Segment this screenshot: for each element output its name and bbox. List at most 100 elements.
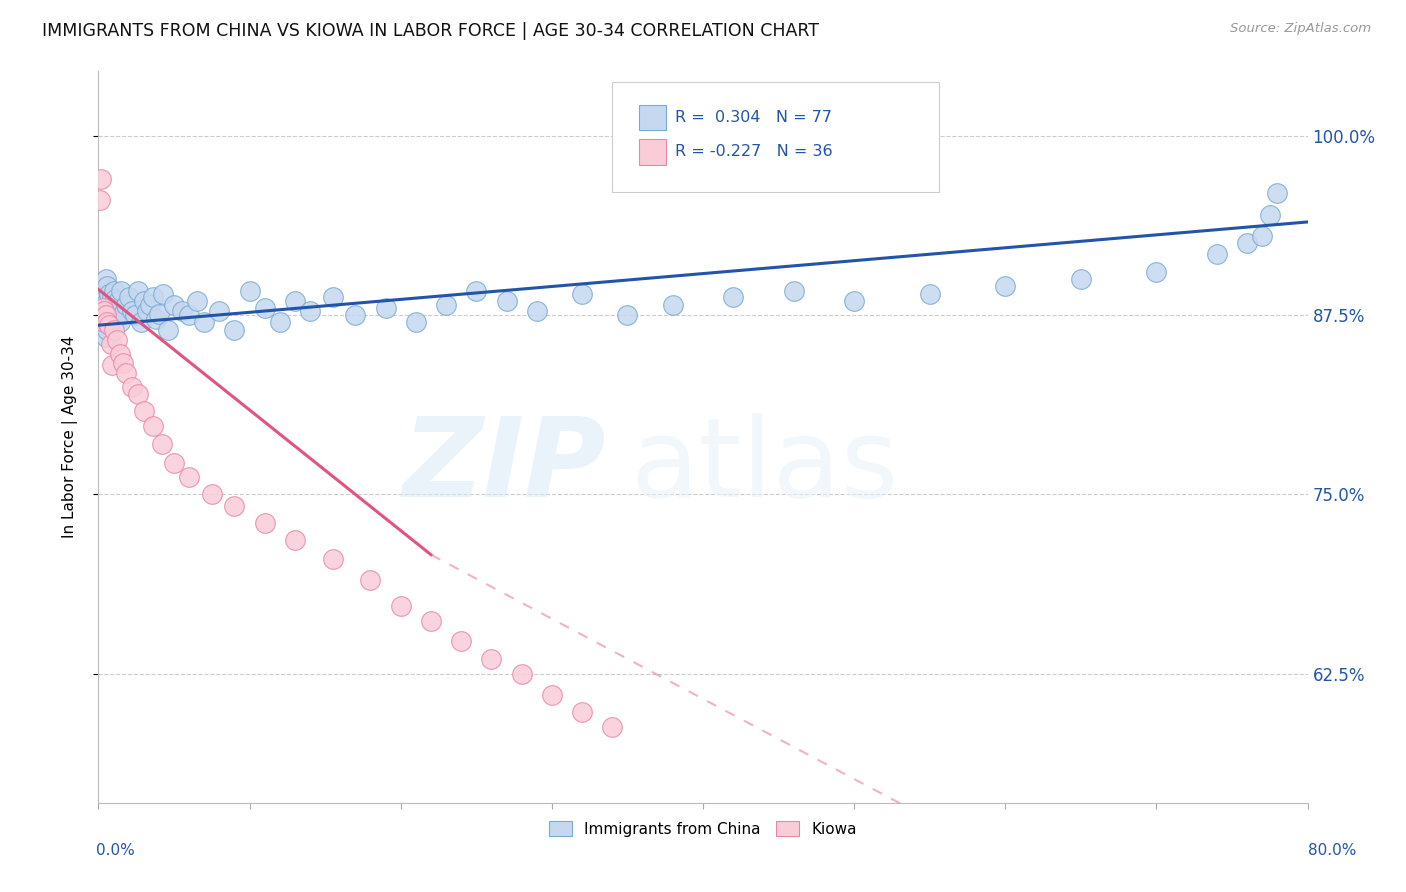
FancyBboxPatch shape — [613, 82, 939, 192]
Point — [844, 293, 866, 308]
Point — [132, 404, 155, 418]
Point — [114, 366, 136, 380]
Point — [96, 315, 118, 329]
Point — [103, 284, 125, 298]
Text: atlas: atlas — [630, 413, 898, 520]
Point — [101, 289, 124, 303]
Point — [1251, 229, 1274, 244]
Point — [124, 308, 146, 322]
Point — [104, 293, 127, 307]
Point — [170, 304, 193, 318]
Point — [107, 293, 129, 308]
Point — [100, 298, 122, 312]
Point — [104, 304, 127, 318]
Point — [93, 298, 115, 312]
Point — [179, 470, 201, 484]
Point — [121, 304, 143, 318]
Point — [127, 387, 149, 401]
Point — [96, 322, 118, 336]
Point — [94, 272, 117, 286]
Point — [103, 322, 125, 336]
Point — [108, 347, 131, 361]
Point — [121, 380, 143, 394]
Point — [526, 304, 548, 318]
Text: 0.0%: 0.0% — [96, 843, 135, 858]
Point — [100, 336, 122, 351]
Point — [405, 315, 427, 329]
Point — [322, 552, 344, 566]
FancyBboxPatch shape — [638, 139, 665, 165]
Point — [322, 289, 344, 303]
Point — [142, 418, 165, 433]
Point — [253, 516, 276, 530]
Point — [571, 286, 593, 301]
Point — [783, 284, 806, 298]
Point — [1236, 236, 1258, 251]
Point — [163, 456, 186, 470]
Point — [89, 301, 111, 315]
Point — [253, 301, 276, 315]
Point — [145, 312, 167, 326]
Point — [193, 315, 215, 329]
Point — [111, 355, 134, 369]
Point — [103, 312, 125, 326]
Point — [616, 308, 638, 322]
Point — [96, 279, 118, 293]
Point — [1070, 272, 1092, 286]
Point — [299, 304, 322, 318]
Point — [434, 298, 457, 312]
Point — [94, 308, 117, 322]
Point — [139, 298, 162, 312]
Point — [201, 487, 224, 501]
Text: 80.0%: 80.0% — [1309, 843, 1357, 858]
Point — [152, 286, 174, 301]
Point — [269, 315, 291, 329]
Point — [91, 301, 114, 315]
Point — [510, 666, 533, 681]
Point — [89, 194, 111, 208]
Point — [389, 599, 412, 614]
Point — [481, 652, 503, 666]
Point — [96, 301, 118, 315]
Text: ZIP: ZIP — [402, 413, 606, 520]
Point — [163, 298, 186, 312]
Point — [344, 308, 367, 322]
Point — [1267, 186, 1289, 201]
Point — [148, 307, 170, 321]
Point — [114, 298, 136, 312]
Text: IMMIGRANTS FROM CHINA VS KIOWA IN LABOR FORCE | AGE 30-34 CORRELATION CHART: IMMIGRANTS FROM CHINA VS KIOWA IN LABOR … — [42, 22, 820, 40]
Point — [284, 533, 307, 548]
Point — [108, 315, 131, 329]
Point — [91, 315, 114, 329]
Text: R =  0.304   N = 77: R = 0.304 N = 77 — [675, 110, 832, 125]
Point — [239, 284, 262, 298]
Point — [224, 322, 246, 336]
Point — [100, 315, 122, 329]
Point — [495, 293, 517, 308]
Point — [135, 304, 157, 318]
Point — [602, 720, 624, 734]
Point — [129, 315, 152, 329]
Point — [994, 279, 1017, 293]
Point — [90, 308, 112, 322]
Point — [94, 329, 117, 343]
Point — [93, 315, 115, 329]
Point — [284, 293, 307, 308]
Point — [224, 499, 246, 513]
Point — [1258, 208, 1281, 222]
Legend: Immigrants from China, Kiowa: Immigrants from China, Kiowa — [543, 815, 863, 843]
Point — [90, 172, 112, 186]
Point — [723, 289, 745, 303]
Point — [450, 633, 472, 648]
Point — [98, 304, 121, 318]
Point — [105, 308, 128, 322]
Point — [661, 298, 683, 312]
Point — [374, 301, 396, 315]
Point — [571, 706, 593, 720]
Point — [94, 308, 117, 322]
Point — [101, 359, 124, 373]
Point — [105, 333, 128, 347]
Point — [98, 286, 121, 301]
Point — [111, 307, 134, 321]
Point — [101, 307, 124, 321]
